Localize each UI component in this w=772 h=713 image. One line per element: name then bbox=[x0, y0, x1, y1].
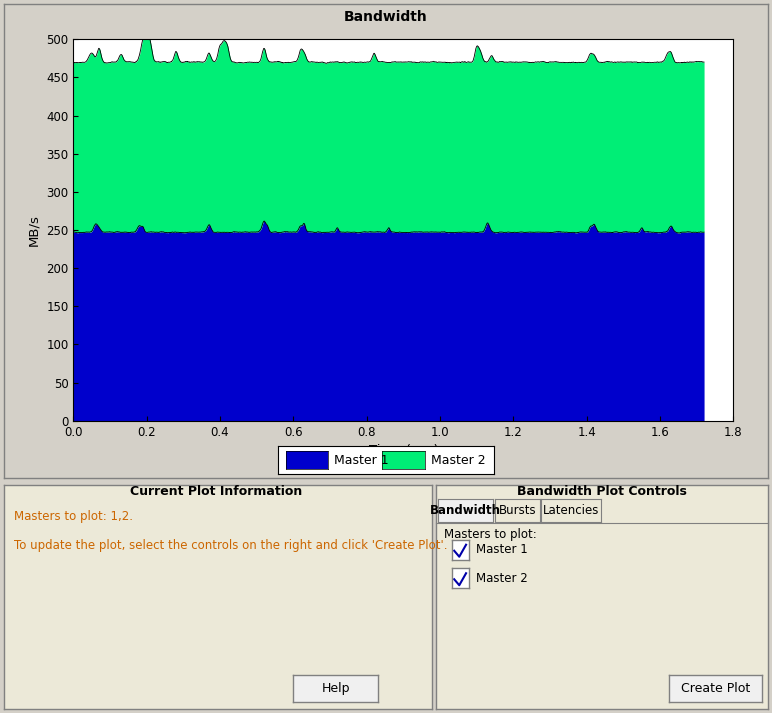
Text: Master 1: Master 1 bbox=[334, 454, 389, 467]
Text: Master 1: Master 1 bbox=[476, 543, 528, 556]
Text: Bandwidth: Bandwidth bbox=[430, 504, 501, 517]
Text: Masters to plot:: Masters to plot: bbox=[444, 528, 537, 541]
Y-axis label: MB/s: MB/s bbox=[28, 214, 41, 246]
Text: To update the plot, select the controls on the right and click 'Create Plot'.: To update the plot, select the controls … bbox=[14, 539, 448, 552]
X-axis label: Time (sec): Time (sec) bbox=[368, 444, 438, 457]
Text: Masters to plot: 1,2.: Masters to plot: 1,2. bbox=[14, 511, 133, 523]
Text: Bursts: Bursts bbox=[499, 504, 536, 517]
Text: Master 2: Master 2 bbox=[431, 454, 486, 467]
Text: Latencies: Latencies bbox=[543, 504, 600, 517]
Text: Master 2: Master 2 bbox=[476, 572, 528, 585]
Text: Create Plot: Create Plot bbox=[681, 682, 750, 695]
Text: Bandwidth Plot Controls: Bandwidth Plot Controls bbox=[517, 486, 687, 498]
Text: Current Plot Information: Current Plot Information bbox=[130, 486, 303, 498]
Text: Bandwidth: Bandwidth bbox=[344, 10, 428, 24]
Text: Help: Help bbox=[322, 682, 350, 695]
